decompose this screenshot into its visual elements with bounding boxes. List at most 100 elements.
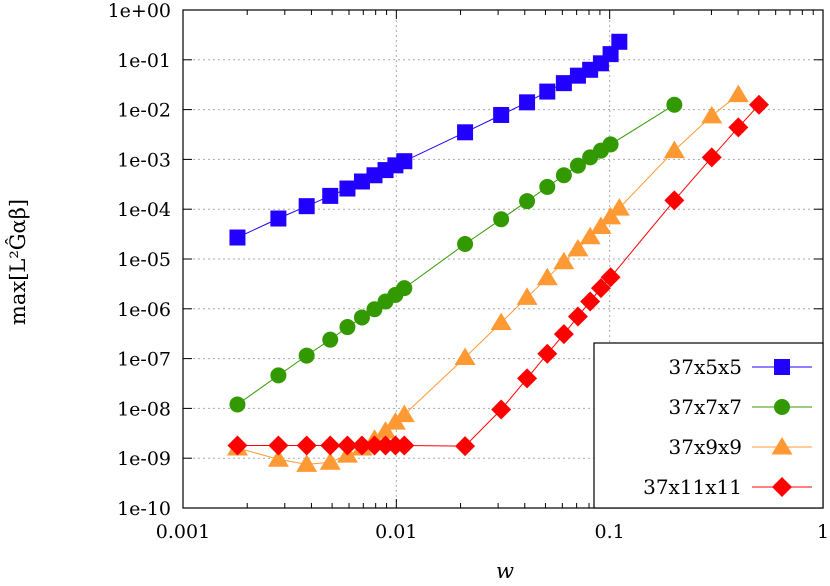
data-point (364, 435, 385, 456)
data-point (493, 211, 510, 228)
data-point (516, 287, 538, 305)
series-line (237, 41, 620, 238)
y-tick-label: 1e-08 (117, 398, 171, 420)
data-point (567, 238, 589, 257)
data-point (298, 198, 315, 215)
data-point (539, 83, 556, 100)
legend-marker (774, 399, 790, 415)
data-point (608, 198, 630, 216)
y-tick-label: 1e-02 (117, 100, 171, 122)
data-point (555, 167, 572, 184)
data-point (339, 180, 356, 197)
data-point (267, 449, 289, 467)
data-point (602, 136, 619, 153)
legend-entry-label: 37x11x11 (643, 475, 742, 499)
data-point (536, 267, 558, 286)
data-point (227, 435, 248, 456)
series-37x7x7 (229, 96, 683, 413)
y-tick-label: 1e-09 (117, 448, 171, 470)
data-point (611, 33, 628, 50)
x-tick-label: 0.001 (156, 521, 210, 543)
x-tick-label: 0.01 (375, 521, 417, 543)
data-point (600, 206, 622, 225)
legend-marker (772, 477, 792, 497)
data-point (393, 404, 415, 423)
data-point (490, 312, 512, 331)
data-point (319, 452, 341, 470)
data-point (580, 291, 601, 312)
data-point (569, 157, 586, 174)
y-tick-label: 1e-06 (117, 299, 171, 321)
data-point (553, 251, 575, 270)
legend: 37x5x5 37x7x7 37x9x9 37x11x11 (593, 342, 824, 509)
data-point (454, 347, 476, 366)
data-point (539, 178, 556, 195)
data-point (553, 324, 574, 345)
data-point (728, 117, 749, 138)
data-point (337, 435, 358, 456)
data-point (491, 399, 512, 420)
data-point (229, 396, 246, 413)
data-point (322, 187, 339, 204)
data-point (727, 84, 749, 103)
axes: 0.001 0.01 0.1 1 1e-10 1e-09 1e-08 1e-07 1e-06 1e… (108, 0, 829, 543)
data-point (353, 173, 370, 190)
data-point (600, 267, 621, 288)
data-point (375, 421, 397, 439)
data-point (517, 368, 538, 389)
legend-entry-label: 37x7x7 (669, 395, 742, 419)
data-point (394, 435, 415, 456)
data-point (748, 94, 769, 115)
data-point (701, 147, 722, 168)
x-axis-label: w (496, 559, 514, 583)
y-tick-label: 1e-03 (117, 149, 171, 171)
data-point (268, 435, 289, 456)
x-tick-label: 1 (817, 521, 829, 543)
data-point (602, 46, 619, 63)
legend-marker (774, 359, 790, 375)
data-point (569, 67, 586, 84)
data-point (457, 124, 474, 141)
data-point (322, 331, 339, 348)
data-point (519, 94, 536, 111)
data-point (519, 193, 536, 210)
legend-marker (771, 437, 793, 455)
y-tick-label: 1e-04 (117, 199, 171, 221)
grid-lines (183, 10, 823, 508)
series-37x11x11 (227, 94, 769, 457)
legend-entry-label: 37x9x9 (669, 435, 742, 459)
data-point (396, 153, 413, 170)
series-37x5x5 (229, 33, 628, 246)
data-point (590, 278, 611, 299)
data-point (296, 454, 318, 472)
data-point (579, 226, 601, 245)
y-tick-label: 1e-07 (117, 349, 171, 371)
data-point (229, 229, 246, 246)
y-tick-label: 1e-05 (117, 249, 171, 271)
data-series (226, 33, 769, 472)
x-tick-label: 0.1 (595, 521, 625, 543)
y-tick-label: 1e-01 (117, 50, 171, 72)
data-point (701, 105, 723, 124)
data-point (320, 435, 341, 456)
legend-entry-label: 37x5x5 (669, 355, 742, 379)
data-point (270, 367, 287, 384)
data-point (567, 306, 588, 327)
data-point (455, 436, 476, 457)
data-point (590, 216, 612, 234)
y-tick-label: 1e+00 (108, 0, 171, 22)
data-point (555, 75, 572, 92)
data-point (351, 435, 372, 456)
y-axis-label: max[L²Ĝαβ] (5, 199, 30, 325)
data-point (664, 190, 685, 211)
data-point (298, 347, 315, 364)
y-tick-label: 1e-10 (117, 498, 171, 520)
data-point (457, 236, 474, 253)
data-point (270, 210, 287, 227)
data-point (537, 343, 558, 364)
data-point (396, 280, 413, 297)
data-point (296, 435, 317, 456)
data-point (353, 309, 370, 326)
